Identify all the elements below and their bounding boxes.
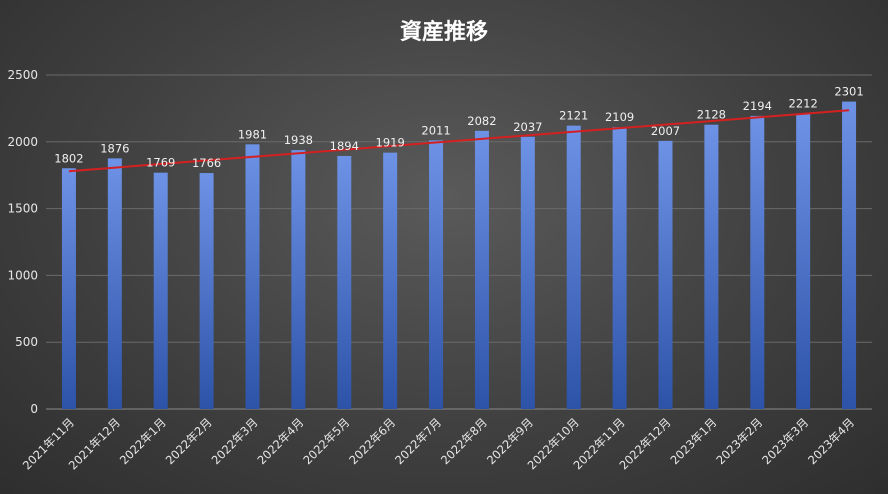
x-tick-label: 2022年6月 — [346, 415, 398, 467]
bar — [520, 136, 535, 409]
bars — [61, 101, 857, 410]
data-label: 1876 — [100, 141, 129, 155]
bar — [474, 130, 489, 410]
gridlines — [46, 74, 872, 410]
y-tick-label: 500 — [15, 335, 38, 349]
trendline — [68, 109, 850, 173]
x-tick-label: 2023年3月 — [759, 415, 811, 467]
x-axis-ticks: 2021年11月2021年12月2022年1月2022年2月2022年3月202… — [20, 415, 857, 472]
bar — [429, 140, 444, 410]
data-label: 2082 — [467, 114, 496, 128]
x-tick-label: 2023年2月 — [713, 415, 765, 467]
y-axis-ticks: 0 500 1000 1500 2000 2500 — [7, 68, 38, 416]
y-tick-label: 2000 — [7, 135, 38, 149]
x-tick-label: 2022年5月 — [300, 415, 352, 467]
x-tick-label: 2023年4月 — [805, 415, 857, 467]
data-label: 2128 — [697, 108, 726, 122]
y-tick-label: 0 — [30, 402, 38, 416]
data-label: 2011 — [421, 123, 450, 137]
data-label: 1766 — [192, 156, 221, 170]
x-tick-label: 2023年1月 — [667, 415, 719, 467]
y-tick-label: 1000 — [7, 268, 38, 282]
data-label: 2121 — [559, 109, 588, 123]
data-label: 2037 — [513, 120, 542, 134]
data-label: 1981 — [238, 127, 267, 141]
bar — [291, 150, 306, 410]
bar — [704, 124, 719, 409]
bar — [612, 127, 627, 409]
x-tick-label: 2022年8月 — [438, 415, 490, 467]
data-label: 2194 — [743, 99, 772, 113]
data-label: 1919 — [376, 136, 405, 150]
bar — [337, 155, 352, 409]
bar — [842, 101, 857, 410]
data-label: 1938 — [284, 133, 313, 147]
trendline-group — [68, 109, 850, 173]
bar — [566, 125, 581, 409]
x-tick-label: 2022年1月 — [117, 415, 169, 467]
y-tick-label: 1500 — [7, 202, 38, 216]
bar — [245, 144, 260, 410]
data-labels: 1802 1876 1769 1766 1981 1938 1894 1919 2011 2082… — [54, 85, 863, 170]
x-tick-label: 2022年7月 — [392, 415, 444, 467]
bar — [153, 172, 168, 409]
x-tick-label: 2022年3月 — [209, 415, 261, 467]
bar — [750, 115, 765, 410]
bar — [107, 158, 122, 409]
x-tick-label: 2022年2月 — [163, 415, 215, 467]
data-label: 2301 — [834, 85, 863, 99]
data-label: 2109 — [605, 110, 634, 124]
x-tick-label: 2022年4月 — [254, 415, 306, 467]
bar — [61, 168, 76, 409]
data-label: 2007 — [651, 124, 680, 138]
chart-title: 資産推移 — [400, 19, 488, 45]
bar — [383, 152, 398, 410]
y-tick-label: 2500 — [7, 68, 38, 82]
bar — [796, 113, 811, 409]
data-label: 1894 — [330, 139, 359, 153]
data-label: 1802 — [54, 151, 83, 165]
data-label: 2212 — [789, 96, 818, 110]
bar — [658, 140, 673, 409]
bar — [199, 173, 214, 409]
data-label: 1769 — [146, 156, 175, 170]
